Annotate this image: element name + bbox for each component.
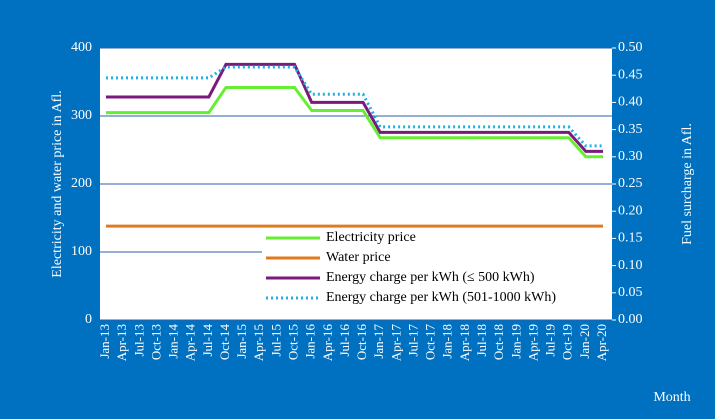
y2-tick-label: 0.30 [618,149,643,164]
legend: Electricity price Water price Energy charg… [262,228,612,310]
y-tick-label: 300 [71,108,92,123]
x-tick-label: Oct-18 [491,324,506,360]
x-tick-label: Jul-14 [200,324,215,357]
x-tick-label: Jul-17 [405,324,420,357]
x-axis-label: Month [653,390,690,405]
x-tick-label: Jan-13 [97,324,112,359]
x-tick-label: Oct-13 [148,324,163,360]
legend-box [262,228,612,310]
x-tick-label: Oct-17 [423,324,438,361]
x-tick-label: Apr-15 [251,324,266,361]
legend-label: Water price [326,250,391,265]
x-tick-label: Apr-13 [114,324,129,361]
x-tick-label: Jan-20 [577,324,592,359]
y2-tick-label: 0.05 [618,285,643,300]
x-tick-label: Apr-14 [183,324,198,362]
y-tick-label: 100 [71,244,92,259]
x-tick-label: Jan-16 [303,324,318,359]
y2-tick-label: 0.40 [618,95,643,110]
x-tick-label: Jan-18 [440,324,455,359]
x-tick-label: Jan-17 [371,324,386,359]
x-tick-label: Jul-18 [474,324,489,357]
x-tick-label: Jan-14 [166,324,181,359]
legend-label: Energy charge per kWh (501-1000 kWh) [326,290,556,305]
legend-label: Energy charge per kWh (≤ 500 kWh) [326,270,535,285]
legend-label: Electricity price [326,230,416,245]
y2-tick-label: 0.00 [618,312,643,327]
y-axis-label: Electricity and water price in Afl. [50,90,65,277]
x-tick-label: Apr-16 [320,324,335,362]
x-tick-label: Jul-16 [337,324,352,357]
y2-tick-label: 0.10 [618,258,643,273]
x-tick-label: Jan-19 [508,324,523,359]
x-tick-label: Jul-15 [268,324,283,357]
x-tick-label: Oct-19 [560,324,575,360]
y2-tick-label: 0.25 [618,176,643,191]
y2-tick-label: 0.45 [618,67,643,82]
x-tick-label: Jan-15 [234,324,249,359]
series-line [106,65,603,148]
y2-tick-label: 0.50 [618,40,643,55]
y-tick-label: 0 [85,312,92,327]
y2-tick-label: 0.20 [618,203,643,218]
x-tick-label: Apr-18 [457,324,472,361]
y2-tick-label: 0.35 [618,122,643,137]
x-tick-label: Apr-17 [388,324,403,362]
x-tick-label: Oct-15 [286,324,301,360]
x-tick-label: Jul-13 [131,324,146,357]
series-line [106,85,603,159]
y2-axis-label: Fuel surcharge in Afl. [680,123,695,245]
y-tick-label: 400 [71,40,92,55]
series-line [106,62,603,153]
y2-tick-label: 0.15 [618,231,643,246]
x-tick-label: Oct-16 [354,324,369,361]
x-tick-label: Jul-19 [543,324,558,357]
x-tick-label: Oct-14 [217,324,232,361]
x-tick-label: Apr-20 [594,324,609,361]
x-tick-label: Apr-19 [525,324,540,361]
y-tick-label: 200 [71,176,92,191]
